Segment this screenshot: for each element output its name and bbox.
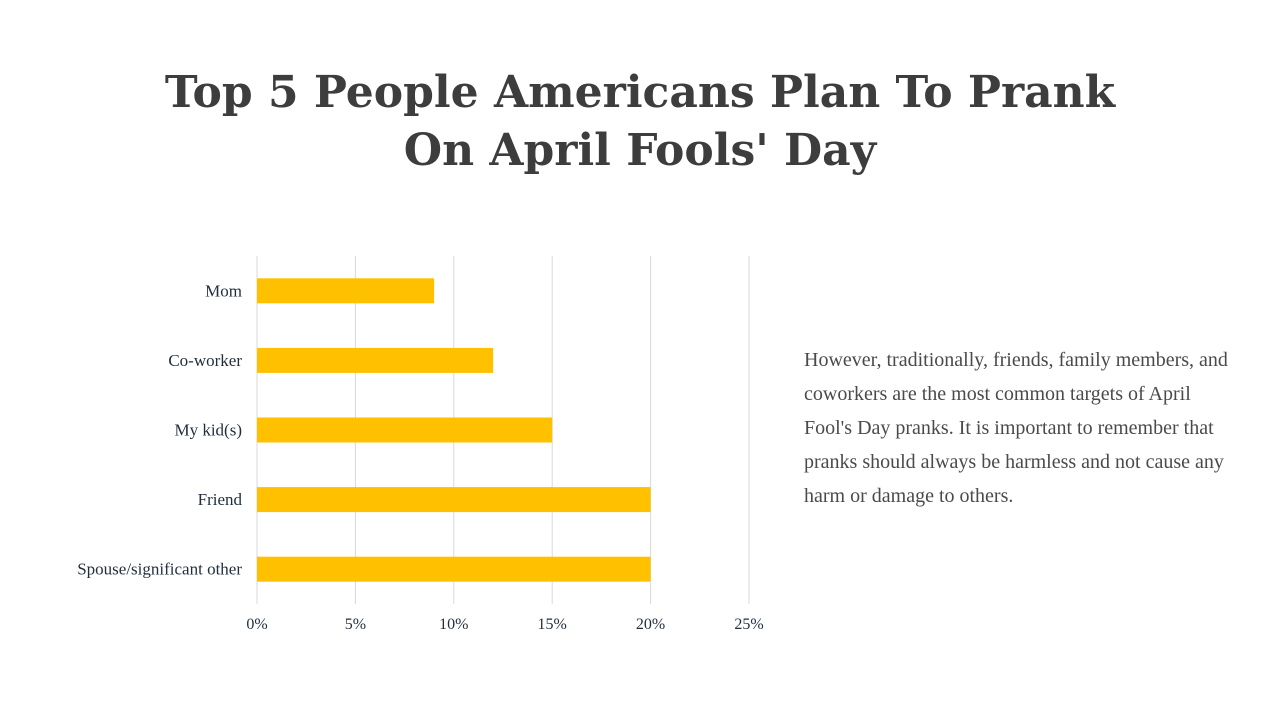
description-text: However, traditionally, friends, family … xyxy=(804,349,1228,507)
x-tick-label-4: 20% xyxy=(636,616,665,633)
bar-0 xyxy=(257,278,435,304)
bar-3 xyxy=(257,487,651,513)
bar-4 xyxy=(257,556,651,582)
slide-title: Top 5 People Americans Plan To Prank On … xyxy=(164,67,1116,176)
category-label-3: Friend xyxy=(198,490,243,509)
x-tick-label-0: 0% xyxy=(246,616,267,633)
category-labels: Mom Co-worker My kid(s) Friend Spouse/signif… xyxy=(77,281,242,578)
x-tick-label-2: 10% xyxy=(439,616,468,633)
category-label-1: Co-worker xyxy=(168,351,242,370)
x-tick-label-1: 5% xyxy=(345,616,366,633)
bar-2 xyxy=(257,417,553,443)
x-axis-tick-labels: 0% 5% 10% 15% 20% 25% xyxy=(246,616,763,633)
category-label-4: Spouse/significant other xyxy=(77,560,242,579)
bar-1 xyxy=(257,347,494,373)
category-label-0: Mom xyxy=(205,281,242,300)
bars xyxy=(257,278,651,582)
x-tick-label-5: 25% xyxy=(734,616,763,633)
bar-chart: Mom Co-worker My kid(s) Friend Spouse/signif… xyxy=(77,256,764,633)
x-tick-label-3: 15% xyxy=(538,616,567,633)
category-label-2: My kid(s) xyxy=(174,421,242,440)
